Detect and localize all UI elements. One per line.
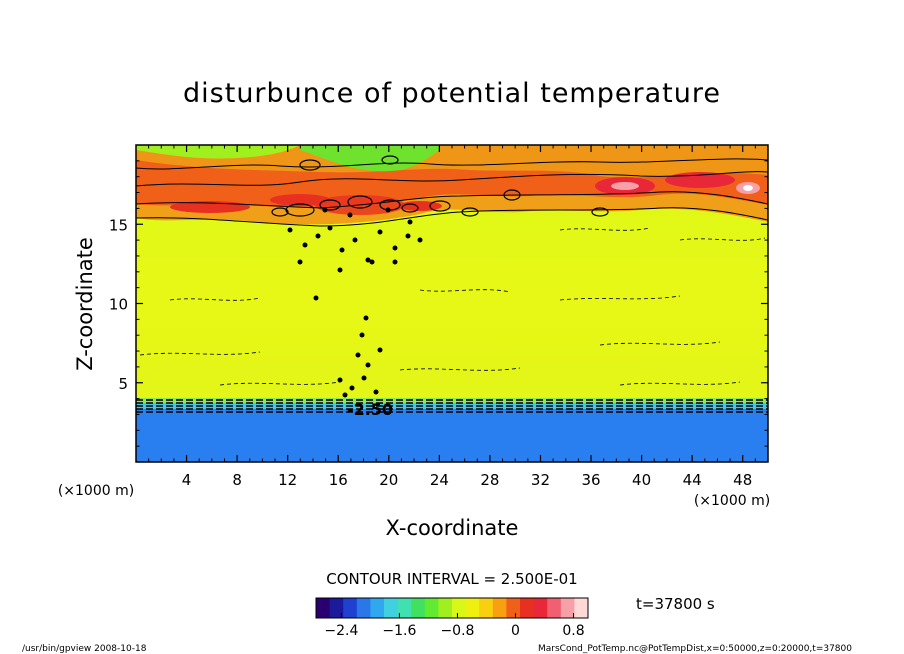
field-lower-layer — [136, 405, 768, 462]
time-label: t=37800 s — [636, 595, 715, 613]
colorbar-swatch-13 — [492, 598, 507, 618]
mid-dashed-contours — [139, 227, 766, 386]
colorbar-swatch-4 — [370, 598, 385, 618]
x-tick-label-8: 36 — [581, 471, 600, 489]
colorbar-swatch-12 — [479, 598, 494, 618]
y-axis-label: Z-coordinate — [73, 237, 97, 371]
colorbar-swatch-14 — [506, 598, 521, 618]
y-tick-label-0: 5 — [118, 375, 128, 393]
x-axis-unit-left: (×1000 m) — [58, 483, 134, 499]
colorbar-swatch-9 — [438, 598, 453, 618]
colorbar-swatch-17 — [547, 598, 562, 618]
plume-core — [271, 155, 609, 217]
y-tick-label-1: 10 — [109, 296, 128, 314]
y-tick-label-2: 15 — [109, 216, 128, 234]
colorbar-swatch-16 — [533, 598, 548, 618]
x-axis-unit-right: (×1000 m) — [694, 493, 770, 509]
x-tick-label-5: 24 — [430, 471, 449, 489]
x-tick-label-0: 4 — [182, 471, 192, 489]
contour-interval: CONTOUR INTERVAL = 2.500E-01 — [326, 570, 577, 588]
colorbar-swatch-6 — [397, 598, 412, 618]
colorbar-frame — [315, 597, 589, 619]
x-tick-label-2: 12 — [278, 471, 297, 489]
footer-right: MarsCond_PotTemp.nc@PotTempDist,x=0:5000… — [538, 644, 852, 654]
chart-title: disturbunce of potential temperature — [183, 78, 721, 109]
colorbar-tick-label-2: −0.8 — [440, 623, 474, 639]
colorbar-tick-label-3: 0 — [511, 623, 520, 639]
x-tick-label-3: 16 — [329, 471, 348, 489]
colorbar-swatch-19 — [574, 598, 589, 618]
colorbar-swatch-11 — [465, 598, 480, 618]
x-tick-label-9: 40 — [632, 471, 651, 489]
colorbar-swatch-8 — [424, 598, 439, 618]
plot-area: -2.50 — [136, 145, 768, 462]
colorbar-swatch-7 — [411, 598, 426, 618]
lower-dashed-contours — [136, 399, 768, 413]
x-axis: 4 8 12 16 20 24 28 32 36 40 44 48 — [148, 145, 756, 489]
colorbar-tick-label-1: −1.6 — [382, 623, 416, 639]
colorbar-tick-label-0: −2.4 — [324, 623, 358, 639]
colorbar-swatch-3 — [356, 598, 371, 618]
contour-label: -2.50 — [347, 400, 393, 419]
x-tick-label-10: 44 — [683, 471, 702, 489]
x-tick-label-7: 32 — [531, 471, 550, 489]
x-tick-label-4: 20 — [379, 471, 398, 489]
x-tick-label-1: 8 — [232, 471, 242, 489]
colorbar-swatch-0 — [316, 598, 330, 618]
x-tick-label-6: 28 — [480, 471, 499, 489]
colorbar-swatch-15 — [520, 598, 534, 618]
footer-left: /usr/bin/gpview 2008-10-18 — [22, 644, 147, 654]
colorbar — [316, 598, 589, 618]
colorbar-swatch-5 — [384, 598, 398, 618]
colorbar-ticks: −2.4 −1.6 −0.8 0 0.8 — [324, 613, 585, 639]
field-lower-transition — [136, 401, 768, 409]
colorbar-swatch-10 — [452, 598, 466, 618]
colorbar-swatch-2 — [343, 598, 358, 618]
x-tick-label-11: 48 — [733, 471, 752, 489]
y-axis: 5 10 15 — [109, 160, 768, 447]
colorbar-tick-label-4: 0.8 — [562, 623, 584, 639]
plume-markers — [287, 207, 423, 398]
colorbar-swatch-18 — [560, 598, 575, 618]
colorbar-swatch-1 — [329, 598, 344, 618]
x-axis-label: X-coordinate — [386, 516, 519, 540]
